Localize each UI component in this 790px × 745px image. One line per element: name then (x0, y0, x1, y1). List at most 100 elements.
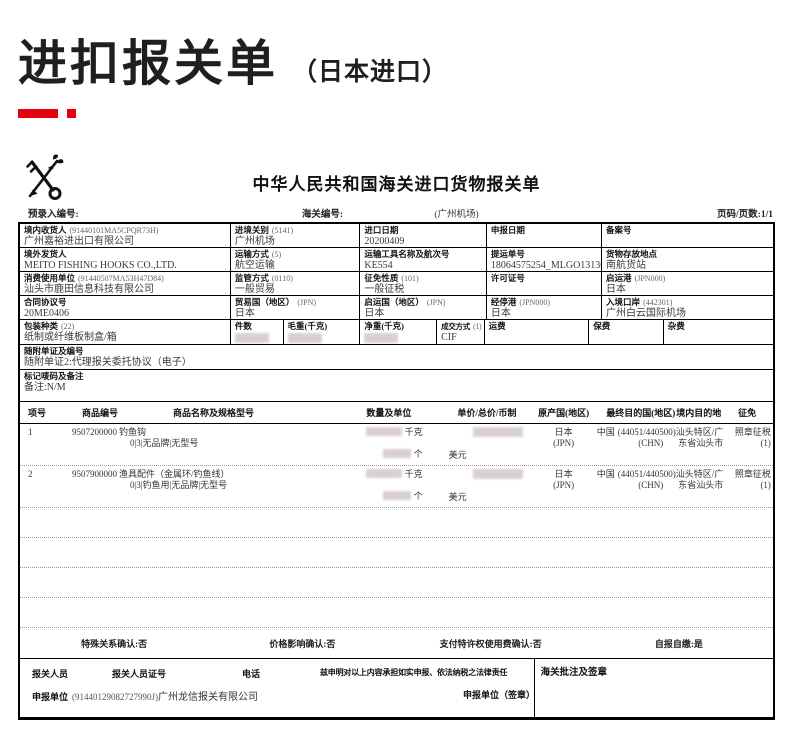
redacted-value (364, 333, 399, 343)
field-value: 广州机场 (234, 236, 275, 247)
field-label: 运输方式 (5) (234, 249, 282, 259)
field-misc-fee: 杂费 (664, 320, 773, 344)
item-col-domestic-dest: 境内目的地 (676, 408, 722, 418)
field-label: 启运港 (JPN000) (606, 273, 666, 283)
empty-item-row (20, 508, 773, 538)
declarant-id-label: 报关人员证号 (112, 669, 167, 679)
table-row: 标记唛码及备注 备注:N/M (20, 370, 773, 402)
field-label: 许可证号 (490, 273, 525, 283)
field-label: 消费使用单位 (91440507MA53H47D84) (24, 273, 164, 283)
field-storage-place: 货物存放地点 南航货站 (602, 248, 773, 271)
field-label: 进口日期 (364, 225, 399, 235)
customs-no-label: 海关编号: (301, 210, 344, 220)
field-label: 件数 (234, 321, 252, 331)
item-qty: 千克 个 (355, 427, 445, 461)
field-value (364, 333, 432, 343)
field-transport-name: 运输工具名称及航次号 KE554 (360, 248, 487, 271)
items-header-row: 项号 商品编号 商品名称及规格型号 数量及单位 单价/总价/币制 原产国(地区)… (20, 402, 773, 424)
field-value: CIF (441, 332, 457, 343)
field-attached-docs: 随附单证及编号 随附单证2:代理报关委托协议（电子） (20, 345, 773, 369)
field-value (287, 333, 356, 343)
field-overseas-shipper: 境外发货人 MEITO FISHING HOOKS CO.,LTD. (20, 248, 231, 271)
item-col-no: 项号 (28, 408, 47, 418)
field-departure-port: 启运港 (JPN000) 日本 (602, 272, 773, 295)
accent-marks (18, 109, 790, 118)
item-row: 1 9507200000 钓鱼钩 0|3|无品牌|无型号 千克 个 美元 日本 (20, 424, 773, 466)
table-row: 消费使用单位 (91440507MA53H47D84) 汕头市鹿田信息科技有限公司… (20, 272, 773, 296)
hs-code: 9507200000 (71, 427, 117, 437)
field-pieces: 件数 (231, 320, 284, 344)
field-label: 成交方式 (1) (441, 322, 482, 331)
royalty-fee-confirm: 支付特许权使用费确认:否 (439, 638, 542, 649)
price-influence-confirm: 价格影响确认:否 (269, 638, 336, 649)
item-no: 1 (28, 427, 33, 437)
field-entry-port: 入境口岸 (442301) 广州白云国际机场 (602, 296, 773, 319)
item-origin: 日本 (JPN) (553, 427, 575, 448)
footer-left: 报关人员 报关人员证号 电话 兹申明对以上内容承担如实申报、依法纳税之法律责任 … (20, 659, 536, 717)
field-value: 日本 (234, 308, 255, 319)
item-duty: 照章征税 (1) (734, 469, 771, 490)
item-row: 2 9507900000 渔具配件（金属环/钓鱼线） 0|3|钓鱼用|无品牌|无型… (20, 466, 773, 508)
declaration-footer: 报关人员 报关人员证号 电话 兹申明对以上内容承担如实申报、依法纳税之法律责任 … (20, 659, 773, 717)
field-label: 提运单号 (490, 249, 525, 259)
self-declare-confirm: 自报自缴:是 (654, 638, 703, 649)
field-label: 入境口岸 (442301) (606, 297, 673, 307)
item-col-name: 商品名称及规格型号 (172, 408, 254, 418)
item-duty: 照章征税 (1) (734, 427, 771, 448)
phone-label: 电话 (242, 669, 261, 679)
document-title: 中华人民共和国海关进口货物报关单 (252, 175, 541, 194)
page-title: 进扣报关单 (18, 37, 279, 91)
field-label: 净重(千克) (364, 321, 404, 331)
field-label: 申报日期 (490, 225, 525, 235)
item-price: 美元 (445, 427, 529, 461)
field-label: 监管方式 (0110) (234, 273, 293, 283)
field-label: 征免性质 (101) (364, 273, 419, 283)
item-desc: 9507200000 钓鱼钩 0|3|无品牌|无型号 (72, 427, 355, 461)
field-consumer-unit: 消费使用单位 (91440507MA53H47D84) 汕头市鹿田信息科技有限公司 (20, 272, 231, 295)
red-dot-decoration (67, 109, 76, 118)
field-label: 境内收货人 (91440101MA5CPQR73H) (24, 225, 159, 235)
field-value: 南航货站 (606, 260, 647, 271)
field-trade-country: 贸易国（地区） (JPN) 日本 (231, 296, 361, 319)
field-gross-weight: 毛重(千克) (284, 320, 361, 344)
field-marks-remarks: 标记唛码及备注 备注:N/M (20, 370, 773, 401)
item-origin: 日本 (JPN) (553, 469, 575, 490)
field-value: 20200409 (364, 236, 405, 247)
table-row: 包装种类 (22) 纸制或纤维板制盒/箱 件数 毛重(千克) 净重(千克) 成交方… (20, 320, 773, 345)
redacted-value (365, 427, 402, 436)
customs-notes-cell: 海关批注及签章 (533, 659, 773, 717)
empty-item-row (20, 538, 773, 568)
field-value: 一般贸易 (234, 284, 275, 295)
field-insurance: 保费 (589, 320, 664, 344)
document-head: 中华人民共和国海关进口货物报关单 (18, 154, 775, 206)
table-row: 境外发货人 MEITO FISHING HOOKS CO.,LTD. 运输方式(… (20, 248, 773, 272)
page-number: 页码/页数:1/1 (717, 210, 773, 220)
redacted-value (365, 469, 402, 478)
item-price: 美元 (445, 469, 529, 503)
item-col-qty: 数量及单位 (366, 408, 412, 418)
declaration-statement: 兹申明对以上内容承担如实申报、依法纳税之法律责任 (320, 668, 508, 677)
item-col-code: 商品编号 (81, 408, 118, 418)
unit-signature-label: 申报单位（签章） (463, 690, 536, 700)
field-value: 航空运输 (234, 260, 275, 271)
field-label: 保费 (593, 321, 611, 331)
field-value: 日本 (490, 308, 511, 319)
customs-port: (广州机场) (434, 210, 479, 220)
field-value: 一般征税 (364, 284, 405, 295)
field-departure-country: 启运国（地区） (JPN) 日本 (360, 296, 487, 319)
field-transport-mode: 运输方式 (5) 航空运输 (231, 248, 361, 271)
customs-declaration-document: 中华人民共和国海关进口货物报关单 预录入编号: 海关编号: (广州机场) 页码/… (18, 154, 775, 720)
declaration-table: 境内收货人 (91440101MA5CPQR73H) 广州嘉裕进出口有限公司 进境… (18, 222, 775, 720)
field-license-no: 许可证号 (487, 272, 603, 295)
field-value (234, 333, 279, 343)
special-relation-confirm: 特殊关系确认:否 (81, 638, 148, 649)
field-label: 运输工具名称及航次号 (364, 249, 450, 259)
field-import-date: 进口日期 20200409 (360, 224, 487, 247)
item-spec: 0|3|钓鱼用|无品牌|无型号 (129, 480, 228, 490)
field-duty-nature: 征免性质 (101) 一般征税 (360, 272, 487, 295)
pre-entry-no-label: 预录入编号: (28, 210, 79, 220)
redacted-value (473, 427, 523, 437)
field-label: 境外发货人 (24, 249, 67, 259)
item-name: 渔具配件（金属环/钓鱼线） (118, 469, 230, 479)
